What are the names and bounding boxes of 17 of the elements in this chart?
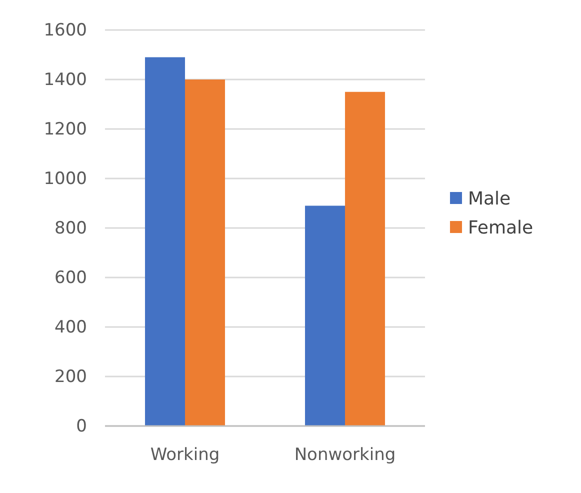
y-tick-label: 1000 — [44, 168, 87, 189]
bar — [185, 80, 225, 426]
y-tick-label: 1200 — [44, 119, 87, 140]
y-tick-label: 200 — [54, 366, 87, 387]
y-tick-label: 0 — [76, 416, 87, 436]
legend-label: Female — [468, 217, 534, 238]
y-tick-label: 600 — [54, 268, 87, 288]
x-tick-label: Nonworking — [294, 445, 396, 466]
bar — [305, 206, 345, 426]
bar — [345, 92, 385, 426]
bar — [145, 57, 185, 426]
y-tick-label: 800 — [54, 218, 87, 238]
y-tick-label: 1600 — [44, 20, 87, 40]
y-tick-label: 400 — [54, 317, 87, 338]
y-tick-label: 1400 — [44, 70, 87, 90]
legend-label: Male — [468, 188, 511, 210]
x-tick-label: Working — [150, 445, 220, 466]
